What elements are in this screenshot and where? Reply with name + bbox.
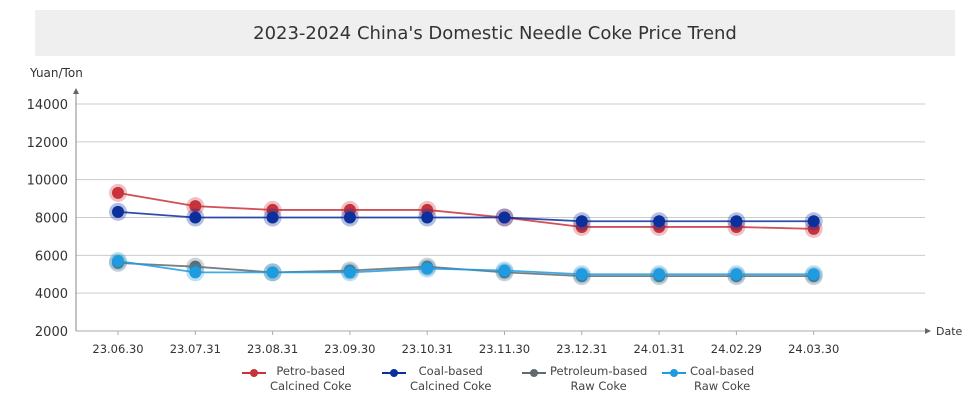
data-point bbox=[498, 211, 511, 224]
y-tick-label: 10000 bbox=[27, 174, 68, 189]
data-point bbox=[575, 215, 588, 228]
x-tick-label: 23.06.30 bbox=[92, 342, 143, 356]
legend-marker-icon bbox=[522, 369, 546, 377]
data-point bbox=[653, 215, 666, 228]
legend-label: Petroleum-based Raw Coke bbox=[550, 364, 647, 394]
data-point bbox=[112, 205, 124, 218]
y-tick-label: 6000 bbox=[35, 249, 68, 264]
data-point bbox=[189, 200, 202, 213]
x-tick-label: 23.07.31 bbox=[170, 342, 221, 356]
legend-label-line: Calcined Coke bbox=[270, 379, 352, 393]
x-tick-label: 24.02.29 bbox=[711, 342, 762, 356]
legend-label-line: Coal-based bbox=[418, 364, 483, 378]
y-tick-label: 2000 bbox=[35, 325, 68, 340]
data-point bbox=[343, 211, 356, 224]
data-point bbox=[498, 264, 511, 277]
legend-label-line: Raw Coke bbox=[570, 379, 627, 393]
legend-item[interactable]: Petro-based Calcined Coke bbox=[240, 364, 380, 394]
legend-label-line: Raw Coke bbox=[693, 379, 751, 393]
legend-label: Petro-based Calcined Coke bbox=[270, 364, 352, 394]
y-axis-arrow-icon bbox=[73, 88, 79, 94]
data-point bbox=[807, 268, 820, 281]
data-point bbox=[421, 211, 434, 224]
data-point bbox=[653, 268, 666, 281]
legend-label-line: Coal-based bbox=[690, 364, 755, 378]
y-tick-label: 14000 bbox=[27, 98, 68, 113]
legend-label: Coal-based Calcined Coke bbox=[410, 364, 492, 394]
data-point bbox=[343, 266, 356, 279]
y-tick-label: 4000 bbox=[35, 287, 68, 302]
x-tick-label: 23.10.31 bbox=[402, 342, 453, 356]
x-axis-arrow-icon bbox=[925, 328, 931, 334]
data-point bbox=[266, 211, 279, 224]
series-line-0 bbox=[117, 192, 814, 230]
data-point bbox=[807, 215, 820, 228]
legend-marker-icon bbox=[382, 369, 406, 377]
series-line-1 bbox=[117, 210, 814, 223]
data-point bbox=[575, 268, 588, 281]
data-point bbox=[189, 266, 202, 279]
y-tick-label: 8000 bbox=[35, 212, 68, 227]
legend-label-line: Petro-based bbox=[276, 364, 346, 378]
legend-marker-icon bbox=[242, 369, 266, 377]
legend-label-line: Petroleum-based bbox=[550, 364, 648, 378]
data-point bbox=[730, 268, 743, 281]
legend-item[interactable]: Petroleum-based Raw Coke bbox=[520, 364, 660, 394]
x-tick-label: 23.12.31 bbox=[556, 342, 607, 356]
x-tick-label: 23.08.31 bbox=[247, 342, 298, 356]
chart-title: 2023-2024 China's Domestic Needle Coke P… bbox=[35, 10, 955, 56]
data-point bbox=[189, 211, 202, 224]
legend-label-line: Calcined Coke bbox=[410, 379, 492, 393]
data-point bbox=[112, 186, 124, 199]
data-point bbox=[266, 266, 279, 279]
y-axis-label: Yuan/Ton bbox=[29, 66, 83, 80]
data-point bbox=[112, 255, 124, 268]
legend-item[interactable]: Coal-based Calcined Coke bbox=[380, 364, 520, 394]
x-axis-label: Date bbox=[936, 325, 963, 338]
legend-item[interactable]: Coal-based Raw Coke bbox=[660, 364, 800, 394]
x-tick-label: 24.01.31 bbox=[633, 342, 684, 356]
data-point bbox=[421, 262, 434, 275]
y-tick-label: 12000 bbox=[27, 136, 68, 151]
legend-label: Coal-based Raw Coke bbox=[690, 364, 754, 394]
series-line-3 bbox=[117, 260, 814, 276]
x-tick-label: 23.09.30 bbox=[324, 342, 375, 356]
x-tick-label: 23.11.30 bbox=[479, 342, 530, 356]
data-point bbox=[730, 215, 743, 228]
legend: Petro-based Calcined Coke Coal-based Calcin… bbox=[240, 364, 800, 394]
legend-marker-icon bbox=[662, 369, 686, 377]
x-tick-label: 24.03.30 bbox=[788, 342, 839, 356]
